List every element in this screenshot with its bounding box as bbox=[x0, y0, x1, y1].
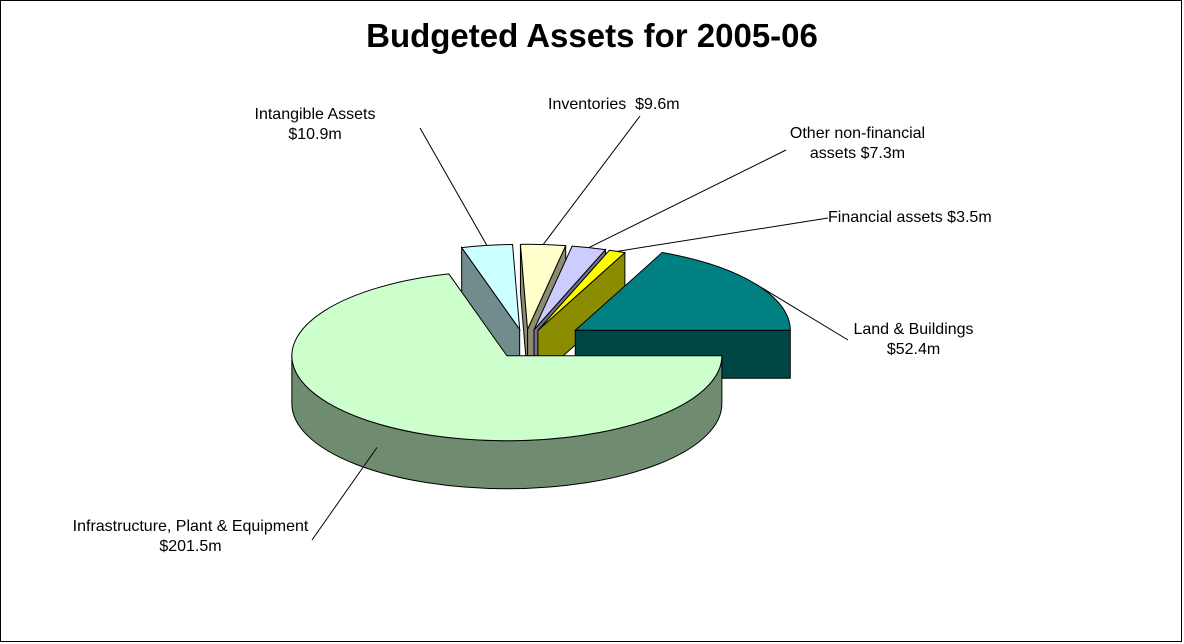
slice-label: Inventories $9.6m bbox=[548, 95, 680, 115]
slice-label: Infrastructure, Plant & Equipment $201.5… bbox=[68, 517, 313, 557]
slice-top bbox=[291, 273, 723, 442]
leader-line bbox=[542, 115, 641, 245]
leader-line bbox=[588, 149, 787, 249]
value-label: $52.4m bbox=[886, 341, 941, 358]
leader-line bbox=[311, 447, 378, 541]
slice-label: Other non-financial assets $7.3m bbox=[775, 124, 940, 164]
category-label: Other non-financial assets bbox=[789, 125, 926, 162]
value-label: $3.5m bbox=[947, 209, 992, 226]
slice-top bbox=[460, 243, 521, 332]
category-label: Infrastructure, Plant & Equipment bbox=[72, 518, 309, 535]
value-label: $201.5m bbox=[159, 538, 222, 555]
category-label: Inventories bbox=[548, 96, 627, 113]
pie-slice bbox=[291, 273, 723, 490]
slice-top bbox=[537, 249, 626, 331]
category-label: Land & Buildings bbox=[853, 321, 974, 338]
category-label: Intangible Assets bbox=[254, 106, 376, 123]
leader-line bbox=[755, 283, 849, 341]
leader-line bbox=[419, 127, 488, 246]
slice-label: Financial assets $3.5m bbox=[828, 208, 992, 228]
chart-title: Budgeted Assets for 2005-06 bbox=[366, 17, 818, 54]
slice-top bbox=[573, 251, 791, 331]
leader-line bbox=[617, 217, 829, 252]
category-label: Financial assets bbox=[828, 209, 943, 226]
slice-label: Intangible Assets $10.9m bbox=[245, 105, 385, 145]
value-label: $10.9m bbox=[288, 126, 342, 143]
slice-label: Land & Buildings $52.4m bbox=[846, 320, 981, 360]
value-label: $9.6m bbox=[635, 96, 680, 113]
value-label: $7.3m bbox=[860, 145, 906, 162]
